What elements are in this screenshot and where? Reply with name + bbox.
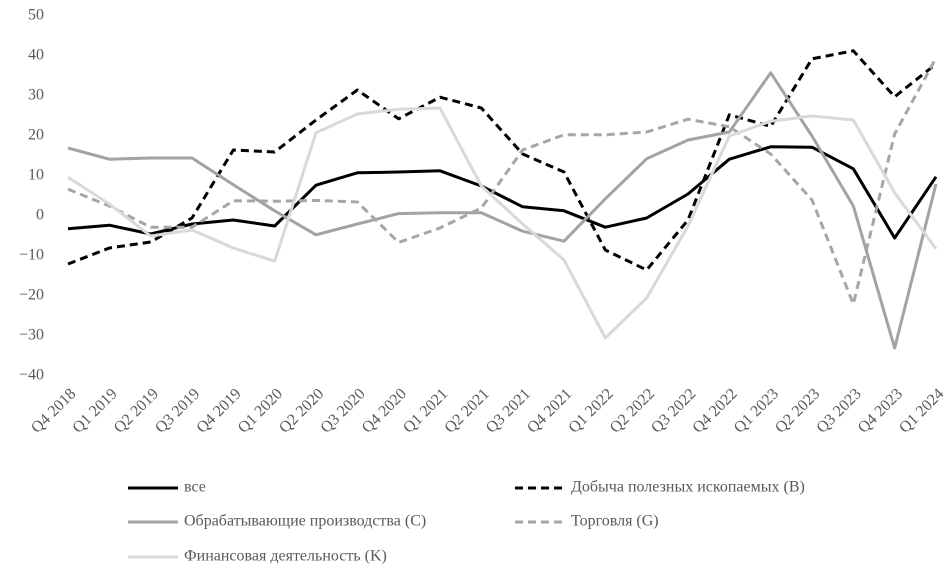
y-tick-label: −30 <box>19 327 44 344</box>
legend-label: все <box>184 479 206 496</box>
y-tick-label: 40 <box>28 47 44 64</box>
x-tick-label: Q1 2021 <box>400 385 451 436</box>
y-tick-label: −40 <box>19 367 44 384</box>
y-tick-label: −10 <box>19 247 44 264</box>
x-tick-label: Q1 2020 <box>235 385 286 436</box>
x-tick-label: Q2 2023 <box>772 385 823 436</box>
x-tick-label: Q4 2019 <box>193 385 244 436</box>
x-tick-label: Q4 2020 <box>359 385 410 436</box>
x-tick-label: Q4 2021 <box>524 385 575 436</box>
series-line <box>67 49 937 272</box>
y-tick-label: 0 <box>36 207 44 224</box>
series-line <box>67 106 938 340</box>
legend-label: Торговля (G) <box>571 513 659 530</box>
x-tick-label: Q1 2023 <box>731 385 782 436</box>
x-tick-label: Q4 2022 <box>689 385 740 436</box>
x-tick-label: Q1 2019 <box>69 385 120 436</box>
y-tick-label: −20 <box>19 287 44 304</box>
x-tick-label: Q2 2019 <box>111 385 162 436</box>
x-tick-label: Q3 2021 <box>483 385 534 436</box>
x-tick-label: Q3 2019 <box>152 385 203 436</box>
x-tick-label: Q4 2018 <box>28 385 79 436</box>
series-line <box>67 145 938 240</box>
x-tick-label: Q2 2020 <box>276 385 327 436</box>
series-line <box>67 57 938 306</box>
y-tick-label: 10 <box>28 167 44 184</box>
x-tick-label: Q1 2024 <box>896 385 946 436</box>
x-tick-label: Q3 2020 <box>317 385 368 436</box>
y-tick-label: 30 <box>28 87 44 104</box>
legend-label: Добыча полезных ископаемых (B) <box>571 479 805 496</box>
series-line <box>67 71 938 350</box>
legend-label: Обрабатывающие производства (C) <box>184 513 426 530</box>
x-tick-label: Q1 2022 <box>565 385 616 436</box>
x-tick-label: Q2 2022 <box>607 385 658 436</box>
x-tick-label: Q3 2023 <box>813 385 864 436</box>
y-tick-label: 50 <box>28 7 44 24</box>
x-tick-label: Q4 2023 <box>855 385 906 436</box>
legend-label: Финансовая деятельность (K) <box>184 548 387 565</box>
x-tick-label: Q2 2021 <box>441 385 492 436</box>
x-tick-label: Q3 2022 <box>648 385 699 436</box>
y-tick-label: 20 <box>28 127 44 144</box>
